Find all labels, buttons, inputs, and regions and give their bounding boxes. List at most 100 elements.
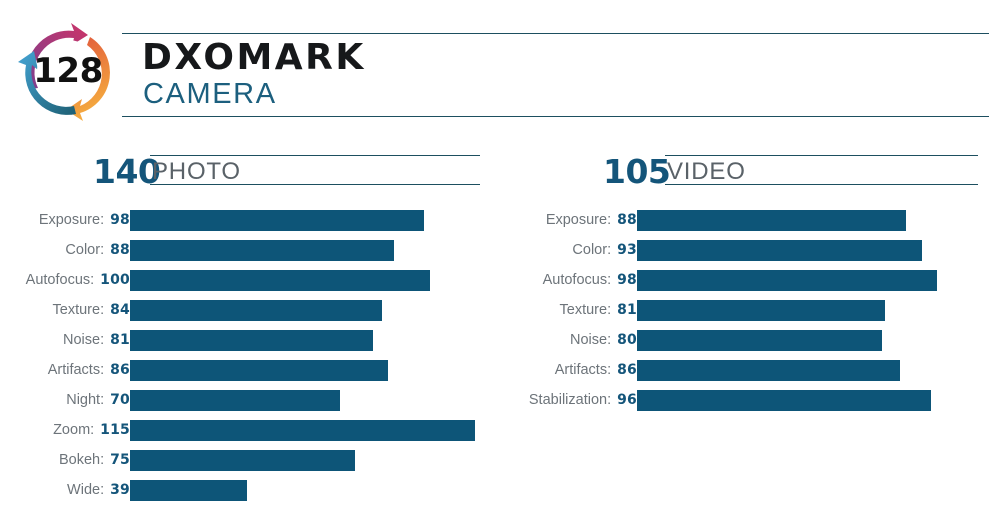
metric-name: Autofocus: [542, 272, 612, 288]
metric-row: Texture: 84 [0, 295, 495, 325]
metric-bar [130, 479, 247, 501]
metric-bar-track [637, 239, 989, 261]
metric-bar-track [130, 239, 495, 261]
metric-label-group: Stabilization: 96 [495, 392, 637, 408]
metric-value: 81 [617, 302, 637, 318]
metric-bar [130, 329, 373, 351]
metric-label-group: Bokeh: 75 [0, 452, 130, 468]
metric-label-group: Artifacts: 86 [0, 362, 130, 378]
metric-value: 70 [110, 392, 130, 408]
photo-rule-top [150, 155, 480, 156]
video-rule-bottom [665, 184, 978, 185]
circular-arc-logo-icon [18, 23, 110, 121]
metric-label-group: Texture: 84 [0, 302, 130, 318]
metric-label-group: Texture: 81 [495, 302, 637, 318]
header-rule-top [122, 33, 989, 34]
metric-bar-track [130, 479, 495, 501]
metric-row: Stabilization: 96 [495, 385, 989, 415]
video-score: 105 [603, 152, 671, 191]
metric-row: Exposure: 88 [495, 205, 989, 235]
metric-bar [637, 209, 906, 231]
metric-name: Artifacts: [554, 362, 612, 378]
metric-row: Exposure: 98 [0, 205, 495, 235]
metric-value: 98 [110, 212, 130, 228]
metric-value: 80 [617, 332, 637, 348]
metric-bar-track [130, 269, 495, 291]
metric-row: Zoom: 115 [0, 415, 495, 445]
metric-value: 88 [617, 212, 637, 228]
metric-value: 98 [617, 272, 637, 288]
metric-bar [637, 329, 882, 351]
metric-label-group: Exposure: 88 [495, 212, 637, 228]
metric-bar [130, 419, 475, 441]
metric-bar-track [637, 209, 989, 231]
metric-bar-track [130, 329, 495, 351]
photo-rule-bottom [150, 184, 480, 185]
photo-panel-header: 140 PHOTO [0, 145, 495, 189]
metric-row: Texture: 81 [495, 295, 989, 325]
video-panel-header: 105 VIDEO [495, 145, 989, 189]
metric-label-group: Noise: 80 [495, 332, 637, 348]
video-label: VIDEO [667, 158, 746, 185]
metric-row: Wide: 39 [0, 475, 495, 505]
metric-bar [130, 389, 340, 411]
metric-bar [130, 449, 355, 471]
metric-label-group: Autofocus: 100 [0, 272, 130, 288]
metric-value: 100 [100, 272, 130, 288]
metric-row: Color: 93 [495, 235, 989, 265]
metric-value: 93 [617, 242, 637, 258]
photo-rows: Exposure: 98 Color: 88 Autofocus: 100 Texture:… [0, 205, 495, 505]
metric-bar-track [130, 419, 495, 441]
metric-name: Bokeh: [58, 452, 105, 468]
metric-bar-track [637, 389, 989, 411]
header: 128 DXOMARK CAMERA [0, 0, 989, 130]
metric-row: Noise: 81 [0, 325, 495, 355]
video-rule-top [665, 155, 978, 156]
metric-bar [130, 209, 424, 231]
metric-label-group: Noise: 81 [0, 332, 130, 348]
photo-score: 140 [93, 152, 161, 191]
metric-row: Autofocus: 98 [495, 265, 989, 295]
metric-name: Color: [65, 242, 105, 258]
metric-name: Stabilization: [528, 392, 612, 408]
metric-bar [637, 269, 937, 291]
metric-bar-track [637, 299, 989, 321]
metric-value: 115 [100, 422, 130, 438]
metric-bar-track [130, 389, 495, 411]
metric-bar-track [637, 329, 989, 351]
metric-bar [637, 389, 931, 411]
metric-name: Texture: [559, 302, 612, 318]
metric-row: Noise: 80 [495, 325, 989, 355]
header-rule-bottom [122, 116, 989, 117]
metric-value: 81 [110, 332, 130, 348]
dxomark-logo: 128 [14, 17, 122, 125]
metric-name: Exposure: [38, 212, 105, 228]
metric-row: Bokeh: 75 [0, 445, 495, 475]
metric-label-group: Artifacts: 86 [495, 362, 637, 378]
metric-bar-track [637, 359, 989, 381]
metric-name: Night: [66, 392, 105, 408]
metric-label-group: Wide: 39 [0, 482, 130, 498]
metric-label-group: Night: 70 [0, 392, 130, 408]
metric-name: Autofocus: [25, 272, 95, 288]
metric-name: Color: [572, 242, 612, 258]
metric-row: Autofocus: 100 [0, 265, 495, 295]
metric-name: Artifacts: [47, 362, 105, 378]
metric-bar [130, 299, 382, 321]
metric-label-group: Zoom: 115 [0, 422, 130, 438]
metric-value: 88 [110, 242, 130, 258]
metric-label-group: Color: 93 [495, 242, 637, 258]
metric-row: Color: 88 [0, 235, 495, 265]
metric-name: Zoom: [53, 422, 95, 438]
metric-label-group: Color: 88 [0, 242, 130, 258]
metric-bar [130, 269, 430, 291]
metric-value: 39 [110, 482, 130, 498]
metric-name: Noise: [570, 332, 612, 348]
photo-label: PHOTO [152, 158, 241, 185]
metric-bar-track [637, 269, 989, 291]
metric-label-group: Autofocus: 98 [495, 272, 637, 288]
metric-name: Exposure: [545, 212, 612, 228]
metric-value: 86 [617, 362, 637, 378]
metric-name: Noise: [63, 332, 105, 348]
metric-row: Artifacts: 86 [0, 355, 495, 385]
